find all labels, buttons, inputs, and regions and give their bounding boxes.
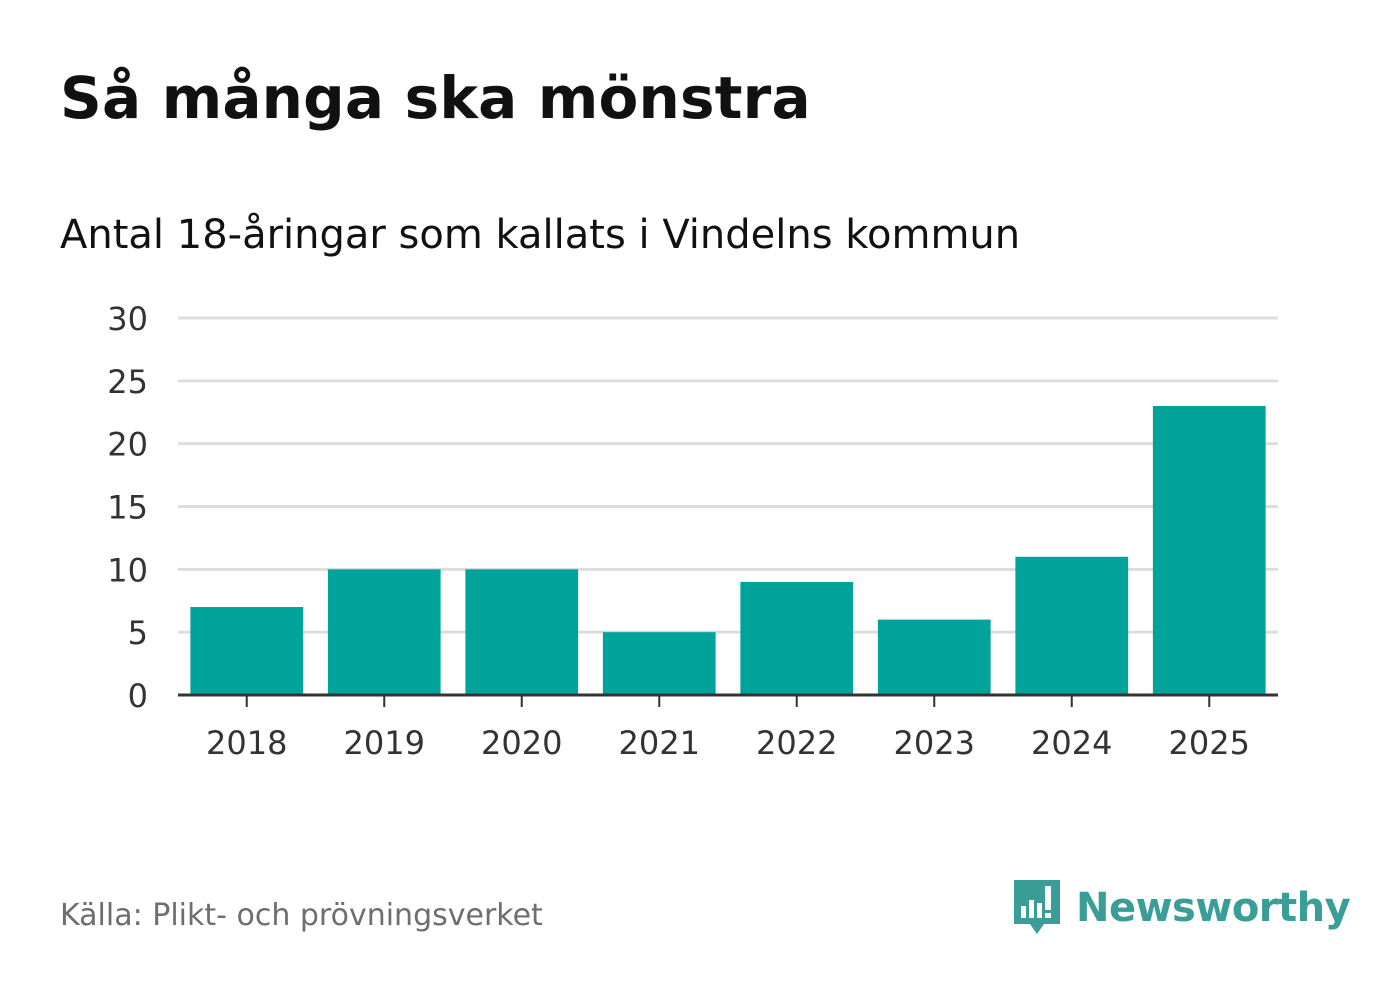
x-tick-label: 2020 [481, 724, 562, 762]
chart-subtitle: Antal 18-åringar som kallats i Vindelns … [60, 212, 1021, 258]
source-note: Källa: Plikt- och prövningsverket [60, 898, 543, 933]
bar-2022 [740, 581, 854, 695]
bars [190, 405, 1266, 695]
x-tick-label: 2024 [1031, 724, 1112, 762]
y-tick-label: 0 [128, 677, 148, 715]
x-tick-label: 2022 [756, 724, 837, 762]
brand-name: Newsworthy [1076, 885, 1351, 931]
bar-2021 [602, 632, 716, 695]
bar-2025 [1152, 405, 1266, 695]
bar-2019 [327, 569, 441, 695]
y-tick-label: 25 [107, 363, 148, 401]
y-tick-label: 20 [107, 426, 148, 464]
x-tick-label: 2018 [206, 724, 287, 762]
x-tick-label: 2021 [619, 724, 700, 762]
bar-2023 [877, 619, 991, 695]
x-tick-label: 2019 [344, 724, 425, 762]
chart-title: Så många ska mönstra [60, 64, 811, 132]
newsworthy-logo-icon [1014, 880, 1060, 934]
y-tick-label: 15 [107, 489, 148, 527]
bar-2020 [465, 569, 579, 695]
bar-2024 [1015, 556, 1129, 695]
y-tick-label: 5 [128, 614, 148, 652]
axes [178, 693, 1278, 707]
y-tick-label: 30 [107, 300, 148, 338]
brand-logo: Newsworthy [1010, 876, 1351, 940]
bar-2018 [190, 607, 304, 695]
y-tick-label: 10 [107, 551, 148, 589]
x-tick-label: 2023 [894, 724, 975, 762]
x-tick-label: 2025 [1169, 724, 1250, 762]
